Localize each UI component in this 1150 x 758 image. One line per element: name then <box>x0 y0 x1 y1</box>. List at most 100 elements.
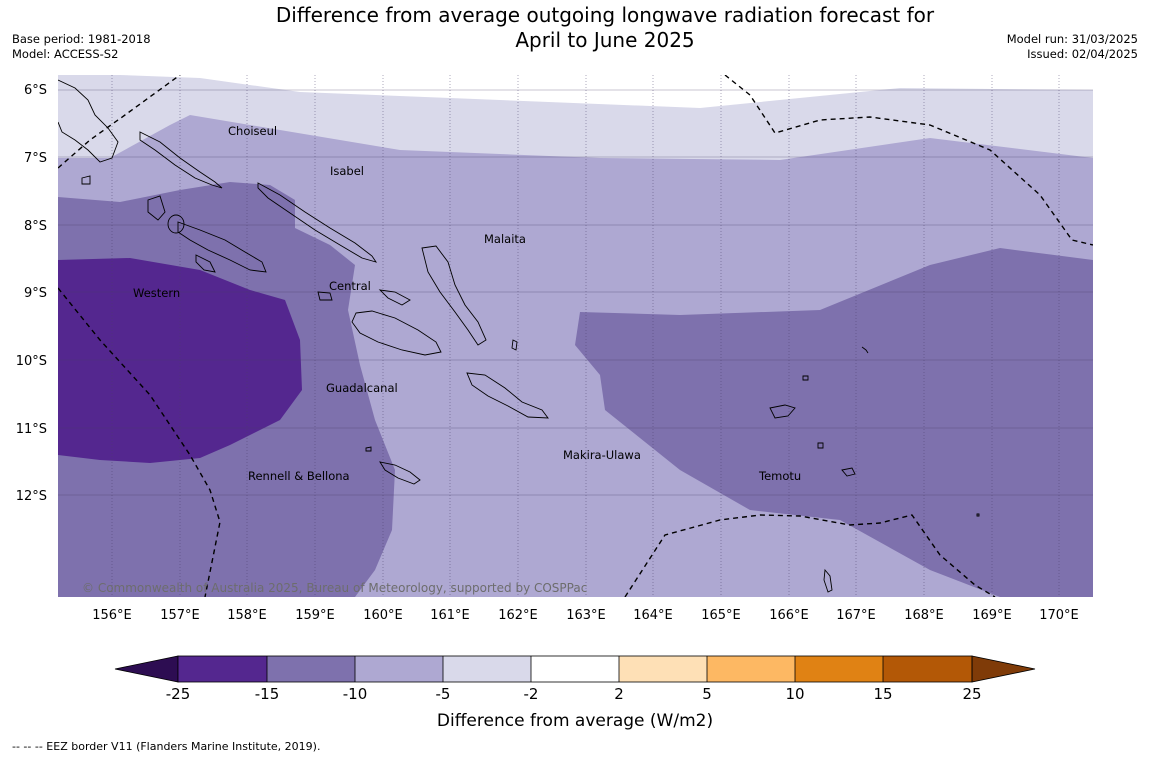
lon-label: 170°E <box>1039 608 1079 623</box>
base-period: Base period: 1981-2018 <box>12 32 151 46</box>
meta-right: Model run: 31/03/2025 Issued: 02/04/2025 <box>1007 32 1138 62</box>
chart-title: Difference from average outgoing longwav… <box>230 3 980 53</box>
lon-label: 162°E <box>498 608 538 623</box>
colorbar-tick: 10 <box>785 685 804 703</box>
colorbar-tick: 2 <box>614 685 624 703</box>
region-label-isabel: Isabel <box>330 164 364 178</box>
lon-label: 157°E <box>160 608 200 623</box>
lat-label: 7°S <box>24 151 47 166</box>
issued-date: Issued: 02/04/2025 <box>1027 47 1138 61</box>
new-georgia-island <box>177 221 267 273</box>
colorbar-tick: -25 <box>166 685 191 703</box>
meta-left: Base period: 1981-2018 Model: ACCESS-S2 <box>12 32 151 62</box>
region-label-malaita: Malaita <box>484 232 526 246</box>
lat-label: 11°S <box>16 422 47 437</box>
lon-label: 158°E <box>227 608 267 623</box>
tinakula-island <box>817 442 824 449</box>
tikopia-island <box>823 568 833 593</box>
lon-label: 169°E <box>972 608 1012 623</box>
colorbar-frame <box>177 655 973 683</box>
lon-label: 163°E <box>566 608 606 623</box>
lon-label: 165°E <box>701 608 741 623</box>
parallels <box>58 89 1093 496</box>
islands <box>58 79 980 593</box>
lat-label: 12°S <box>16 489 47 504</box>
bellona-island <box>365 446 372 452</box>
colorbar-swatch <box>267 656 355 682</box>
guadalcanal-island <box>351 310 442 356</box>
lon-label: 160°E <box>363 608 403 623</box>
model-name: Model: ACCESS-S2 <box>12 47 119 61</box>
model-run: Model run: 31/03/2025 <box>1006 32 1138 46</box>
vanikoro-island <box>841 467 856 477</box>
anomaly-band-neutral <box>58 75 1093 108</box>
russell-islands <box>317 291 333 301</box>
ulawa-island <box>511 339 518 351</box>
title-line-1: Difference from average outgoing longwav… <box>275 3 935 27</box>
kolombangara-island <box>167 214 185 234</box>
latitude-labels: 6°S 7°S 8°S 9°S 10°S 11°S 12°S <box>16 83 47 504</box>
colorbar-swatch <box>355 656 443 682</box>
colorbar-swatch <box>178 656 267 682</box>
lon-label: 156°E <box>92 608 132 623</box>
colorbar: -25 -15 -10 -5 -2 2 5 10 15 25 Differenc… <box>114 655 1036 731</box>
lon-label: 164°E <box>633 608 673 623</box>
duff-islands <box>861 346 869 354</box>
region-label-central: Central <box>329 279 371 293</box>
map-panel: © Commonwealth of Australia 2025, Bureau… <box>58 75 1093 597</box>
colorbar-tick: -10 <box>343 685 368 703</box>
shortland-islands <box>81 175 91 185</box>
colorbar-swatch <box>619 656 707 682</box>
colorbar-swatch <box>443 656 531 682</box>
region-label-temotu: Temotu <box>758 469 801 483</box>
choiseul-island <box>139 131 223 189</box>
anomaly-band-dark-east <box>575 248 1093 597</box>
colorbar-swatch <box>883 656 972 682</box>
colorbar-swatch <box>971 655 1036 683</box>
lat-label: 6°S <box>24 83 47 98</box>
santa-cruz-island <box>769 404 796 419</box>
colorbar-swatch <box>531 656 619 682</box>
title-line-2: April to June 2025 <box>515 28 695 52</box>
lat-label: 8°S <box>24 219 47 234</box>
eez-footnote: -- -- -- EEZ border V11 (Flanders Marine… <box>12 740 321 753</box>
makira-island <box>466 372 549 419</box>
colorbar-dividers <box>266 656 884 682</box>
lon-label: 161°E <box>430 608 470 623</box>
reef-islands <box>802 375 809 381</box>
meridians <box>111 75 1060 597</box>
florida-islands <box>378 289 411 306</box>
lat-label: 9°S <box>24 286 47 301</box>
colorbar-tick: -2 <box>524 685 539 703</box>
colorbar-tick: -5 <box>436 685 451 703</box>
colorbar-swatch <box>114 655 179 683</box>
malaita-island <box>421 245 487 346</box>
vella-lavella-island <box>147 195 166 221</box>
lon-label: 166°E <box>769 608 809 623</box>
region-label-choiseul: Choiseul <box>228 124 277 138</box>
colorbar-tick: -15 <box>255 685 280 703</box>
colorbar-swatch <box>795 656 883 682</box>
lon-label: 168°E <box>904 608 944 623</box>
colorbar-tick: 15 <box>873 685 892 703</box>
lon-label: 159°E <box>295 608 335 623</box>
region-label-guadalcanal: Guadalcanal <box>326 381 398 395</box>
rennell-island <box>379 461 421 485</box>
copyright-notice: © Commonwealth of Australia 2025, Bureau… <box>82 581 587 595</box>
santa-isabel-island <box>257 182 378 263</box>
lon-label: 167°E <box>836 608 876 623</box>
rendova-island <box>195 254 216 273</box>
colorbar-swatch <box>707 656 795 682</box>
bougainville-island <box>58 79 119 163</box>
anuta-island <box>976 513 980 517</box>
region-label-western: Western <box>133 286 180 300</box>
region-label-rennell-bellona: Rennell & Bellona <box>248 469 350 483</box>
lat-label: 10°S <box>16 354 47 369</box>
region-labels: Choiseul Isabel Malaita Central Western … <box>133 124 801 483</box>
colorbar-tick: 5 <box>702 685 712 703</box>
region-label-makira-ulawa: Makira-Ulawa <box>563 448 641 462</box>
colorbar-tick: 25 <box>962 685 981 703</box>
colorbar-title: Difference from average (W/m2) <box>437 711 713 731</box>
longitude-labels: 156°E 157°E 158°E 159°E 160°E 161°E 162°… <box>92 608 1079 623</box>
